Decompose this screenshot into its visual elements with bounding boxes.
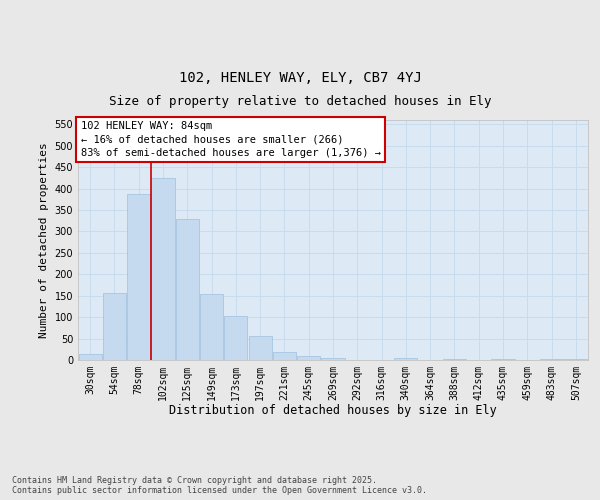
Bar (491, 359, 515, 360)
Bar (273, 352, 296, 360)
X-axis label: Distribution of detached houses by size in Ely: Distribution of detached houses by size … (169, 404, 497, 417)
Bar (443, 358, 466, 360)
Bar (322, 358, 344, 360)
Y-axis label: Number of detached properties: Number of detached properties (39, 142, 49, 338)
Text: 102 HENLEY WAY: 84sqm
← 16% of detached houses are smaller (266)
83% of semi-det: 102 HENLEY WAY: 84sqm ← 16% of detached … (80, 121, 380, 158)
Bar (297, 356, 320, 360)
Text: 102, HENLEY WAY, ELY, CB7 4YJ: 102, HENLEY WAY, ELY, CB7 4YJ (179, 71, 421, 85)
Bar (127, 194, 150, 360)
Bar (79, 354, 101, 360)
Bar (224, 316, 247, 360)
Bar (540, 359, 563, 360)
Bar (103, 292, 126, 360)
Bar (394, 358, 418, 360)
Bar (176, 220, 199, 360)
Bar (565, 358, 587, 360)
Bar (151, 178, 175, 360)
Bar (248, 336, 272, 360)
Bar (200, 294, 223, 360)
Text: Contains HM Land Registry data © Crown copyright and database right 2025.
Contai: Contains HM Land Registry data © Crown c… (12, 476, 427, 495)
Text: Size of property relative to detached houses in Ely: Size of property relative to detached ho… (109, 94, 491, 108)
